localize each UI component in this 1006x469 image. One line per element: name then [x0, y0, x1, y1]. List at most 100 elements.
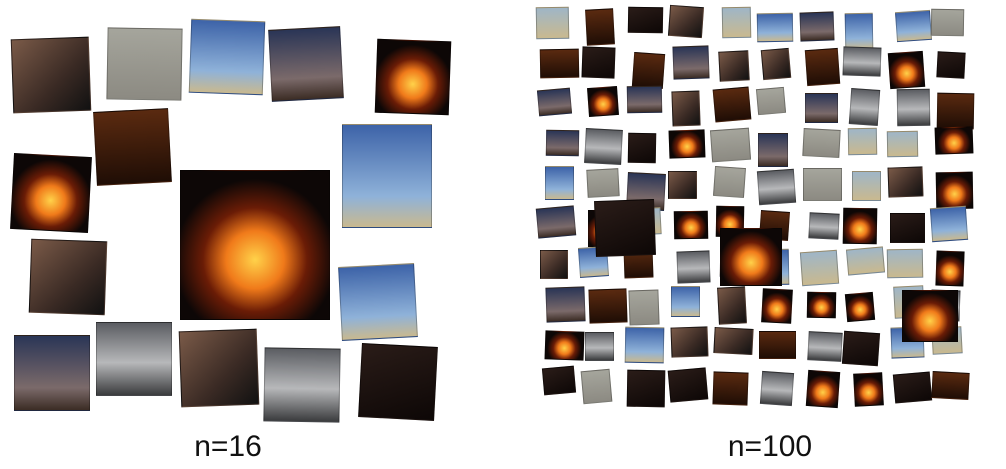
collage-photo	[799, 11, 835, 42]
collage-photo	[535, 6, 570, 40]
collage-photo	[841, 330, 881, 367]
collage-photo	[712, 371, 749, 406]
collage-photo	[761, 288, 793, 324]
collage-photo	[890, 213, 925, 243]
collage-photo	[853, 372, 884, 407]
collage-photo	[721, 6, 752, 39]
collage-photo	[892, 371, 933, 404]
collage-photo	[627, 132, 657, 164]
photo-large-fire-2	[902, 290, 958, 342]
collage-photo	[670, 326, 709, 358]
photo-keyhole-statue	[268, 26, 344, 102]
caption-n16: n=16	[194, 430, 262, 463]
collage-photo	[806, 291, 837, 319]
collage-photo	[852, 171, 881, 201]
collage-photo	[586, 168, 620, 198]
collage-photo	[886, 248, 924, 279]
collage-photo	[759, 331, 796, 359]
collage-photo	[667, 4, 705, 39]
collage-photo	[894, 9, 933, 43]
collage-photo	[626, 369, 666, 408]
collage-photo	[844, 12, 874, 51]
collage-photo	[672, 45, 710, 80]
collage-photo	[540, 250, 568, 279]
collage-photo	[760, 47, 792, 81]
photo-large-fire	[720, 228, 782, 286]
collage-photo	[808, 212, 840, 240]
collage-photo	[676, 250, 711, 284]
collage-photo	[844, 291, 876, 323]
collage-photo	[807, 331, 843, 362]
collage-photo	[930, 8, 965, 37]
collage-photo	[929, 205, 969, 243]
collage-photo	[842, 46, 882, 77]
collage-photo	[759, 370, 795, 407]
collage-photo	[668, 129, 706, 159]
collage-photo	[631, 51, 666, 90]
collage-photo	[845, 246, 886, 276]
collage-photo	[673, 210, 709, 240]
collage-photo	[887, 166, 924, 198]
collage-photo	[539, 48, 580, 79]
photo-dark-machine	[358, 343, 438, 421]
collage-photo	[535, 205, 577, 239]
collage-photo	[584, 128, 623, 165]
collage-photo	[628, 289, 660, 326]
photo-group-of-people	[178, 328, 260, 408]
collage-photo	[804, 47, 841, 87]
collage-photo	[668, 171, 697, 199]
collage-photo	[671, 286, 700, 317]
photo-road-view	[263, 347, 341, 423]
collage-photo	[805, 369, 841, 409]
photo-white-van	[96, 322, 172, 396]
collage-photo	[847, 127, 878, 156]
collage-photo	[671, 90, 701, 127]
collage-photo	[936, 92, 975, 130]
collage-photo	[848, 88, 881, 126]
photo-hot-air-balloon	[188, 18, 266, 96]
collage-photo	[802, 128, 841, 158]
collage-photo	[755, 86, 787, 116]
collage-photo	[626, 85, 663, 114]
collage-photo	[799, 249, 840, 287]
photo-snowy-figure	[338, 263, 418, 341]
collage-photo	[756, 12, 794, 43]
collage-photo	[581, 46, 616, 79]
collage-photo	[712, 86, 752, 123]
photo-fire-structure	[374, 38, 452, 116]
collage-photo	[718, 50, 750, 82]
collage-photo	[717, 286, 747, 325]
collage-photo	[886, 130, 919, 158]
collage-photo	[536, 87, 573, 117]
collage-photo	[585, 332, 614, 361]
collage-photo	[935, 171, 974, 210]
collage-photo	[758, 133, 788, 167]
collage-photo	[756, 168, 797, 206]
collage-photo	[713, 326, 754, 356]
collage-photo	[545, 129, 580, 157]
collage-photo	[931, 371, 970, 400]
collage-photo	[667, 367, 709, 403]
photo-main-fire	[180, 170, 330, 320]
collage-photo	[544, 330, 585, 361]
collage-photo	[545, 286, 586, 323]
collage-photo	[712, 165, 747, 199]
photo-dusty-landscape	[106, 27, 183, 101]
photo-circular-window	[14, 335, 90, 411]
collage-photo	[887, 50, 926, 90]
collage-photo	[934, 126, 974, 155]
collage-photo	[624, 326, 665, 364]
collage-n16	[0, 0, 470, 430]
collage-photo	[627, 6, 664, 34]
collage-photo	[545, 166, 574, 200]
collage-photo	[587, 85, 619, 118]
collage-photo	[805, 93, 838, 123]
collage-photo	[580, 368, 613, 405]
collage-photo	[588, 288, 628, 324]
collage-photo	[541, 365, 577, 396]
photo-man-drinking	[10, 36, 92, 114]
collage-photo	[896, 88, 931, 127]
collage-photo	[803, 168, 842, 201]
collage-photo	[936, 51, 966, 79]
photo-indoor-screen	[93, 108, 172, 186]
